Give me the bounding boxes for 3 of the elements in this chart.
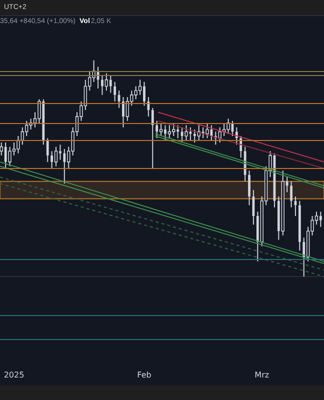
x-tick-label: 2025: [4, 370, 24, 380]
x-tick-label: Feb: [137, 370, 152, 380]
x-tick-label: Mrz: [254, 370, 270, 380]
